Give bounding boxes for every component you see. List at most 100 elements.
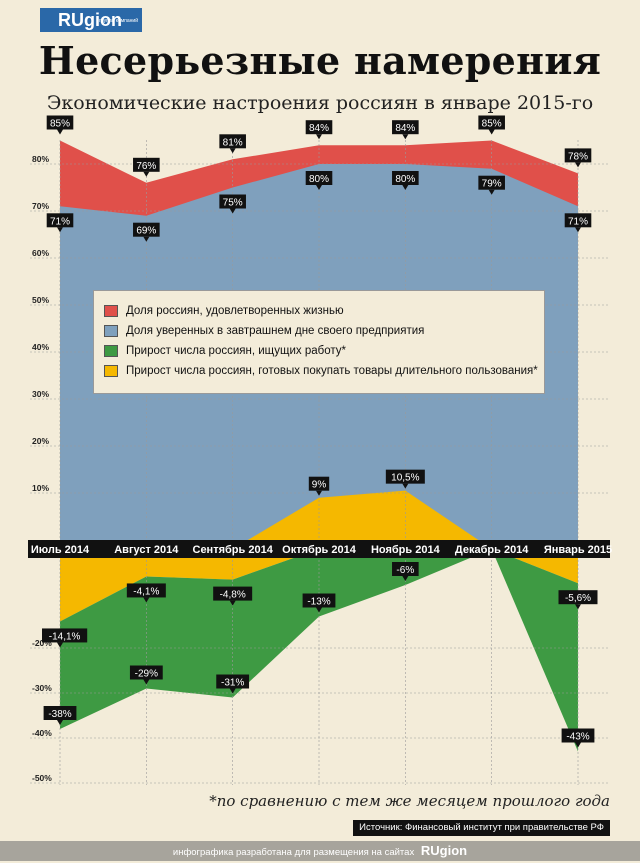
data-label-pointer: [575, 227, 581, 233]
legend-swatch-blue: [104, 325, 118, 337]
data-label: 76%: [136, 161, 156, 172]
data-label: -29%: [135, 669, 158, 680]
data-label-box: [478, 115, 505, 130]
data-label-box: [219, 194, 246, 209]
data-label-box: [564, 213, 592, 228]
y-tick-label: 20%: [32, 436, 49, 446]
data-label-box: [213, 586, 253, 601]
page-title: Несерьезные намерения: [38, 38, 602, 83]
data-label-pointer: [57, 129, 63, 135]
series-area-job-seekers: [60, 549, 578, 752]
data-label-box: [558, 590, 598, 605]
data-label: -38%: [48, 709, 71, 720]
data-label: -4,1%: [133, 586, 159, 597]
data-label-pointer: [57, 720, 63, 725]
x-tick-label: Декабрь 2014: [455, 544, 529, 556]
rugion-logo: RUgion группа компаний: [40, 8, 142, 32]
data-label: 84%: [309, 123, 329, 134]
y-tick-label: 80%: [32, 154, 49, 164]
logo-small-text: группа компаний: [99, 18, 138, 24]
data-label-box: [305, 171, 333, 185]
y-tick-label: 40%: [32, 342, 49, 352]
data-label: -14,1%: [49, 631, 81, 642]
data-label-pointer: [229, 600, 236, 606]
data-label: -6%: [396, 565, 414, 576]
data-label-pointer: [316, 185, 322, 190]
y-tick-label: -30%: [32, 683, 52, 693]
legend-label: Доля россиян, удовлетворенных жизнью: [126, 305, 344, 317]
data-label: 71%: [568, 216, 588, 227]
data-label-pointer: [575, 162, 581, 168]
page-subtitle: Экономические настроения россиян в январ…: [46, 92, 594, 114]
data-label-pointer: [575, 604, 581, 610]
x-axis-band: [28, 540, 610, 558]
y-tick-label: 50%: [32, 295, 49, 305]
data-label: -43%: [566, 732, 589, 743]
data-label-pointer: [143, 597, 150, 603]
source-label: Источник: Финансовый институт при правит…: [353, 820, 610, 836]
data-label-box: [392, 171, 419, 185]
y-tick-label: 30%: [32, 389, 49, 399]
legend-swatch-yellow: [104, 365, 118, 377]
footnote: *по сравнению с тем же месяцем прошлого …: [209, 792, 610, 810]
y-tick-label: 60%: [32, 248, 49, 258]
data-label: 75%: [223, 198, 243, 209]
data-label-pointer: [402, 185, 409, 190]
data-label-box: [385, 469, 425, 484]
data-label-box: [126, 583, 166, 598]
logo-text: RUgion: [58, 10, 122, 30]
data-label-pointer: [57, 642, 63, 648]
series-area-durable-negative: [60, 549, 578, 622]
y-tick-label: -20%: [32, 638, 52, 648]
y-tick-label: 10%: [32, 483, 49, 493]
x-tick-label: Июль 2014: [31, 544, 90, 556]
data-label-box: [42, 628, 88, 643]
data-label-pointer: [488, 189, 495, 195]
data-label-box: [302, 593, 336, 608]
data-label-box: [564, 148, 592, 163]
data-label-pointer: [316, 490, 322, 496]
data-label-box: [129, 665, 163, 680]
data-label: 80%: [309, 174, 329, 185]
bottom-bar: инфографика разработана для размещения н…: [0, 841, 640, 861]
legend-item-job-seekers: Прирост числа россиян, ищущих работу*: [104, 341, 544, 361]
data-label-box: [561, 728, 595, 743]
legend-swatch-green: [104, 345, 118, 357]
data-label: 81%: [223, 137, 243, 148]
data-label: -4,8%: [220, 590, 246, 601]
data-label: -13%: [307, 597, 330, 608]
data-label-box: [133, 157, 160, 172]
data-label: 79%: [482, 179, 502, 190]
data-label-pointer: [575, 742, 581, 748]
x-tick-label: Сентябрь 2014: [193, 544, 274, 556]
data-label: 69%: [136, 226, 156, 237]
legend-item-satisfied: Доля россиян, удовлетворенных жизнью: [104, 301, 544, 321]
legend-label: Прирост числа россиян, ищущих работу*: [126, 345, 346, 357]
data-label-pointer: [143, 679, 150, 685]
data-label-pointer: [229, 148, 236, 154]
data-label: 71%: [50, 216, 70, 227]
data-label-pointer: [402, 576, 409, 581]
data-label-box: [392, 562, 419, 576]
x-tick-label: Октябрь 2014: [282, 544, 357, 556]
data-label-pointer: [316, 607, 322, 613]
data-label-box: [133, 222, 160, 237]
legend-item-confident: Доля уверенных в завтрашнем дне своего п…: [104, 321, 544, 341]
data-label: 9%: [312, 480, 327, 491]
legend-item-durable-goods: Прирост числа россиян, готовых покупать …: [104, 361, 544, 381]
data-label: -5,6%: [565, 593, 591, 604]
data-label-box: [478, 175, 505, 190]
data-label: 80%: [395, 174, 415, 185]
x-tick-label: Январь 2015: [544, 544, 612, 556]
bottom-bar-brand: RUgion: [420, 843, 468, 858]
data-label-box: [305, 120, 333, 135]
bottom-bar-text: инфографика разработана для размещения н…: [172, 847, 415, 858]
y-tick-label: -50%: [32, 773, 52, 783]
data-label-box: [43, 706, 77, 720]
data-label-pointer: [229, 688, 236, 694]
y-tick-label: -40%: [32, 728, 52, 738]
legend-label: Прирост числа россиян, готовых покупать …: [126, 365, 538, 377]
data-label-pointer: [316, 134, 322, 140]
data-label-box: [308, 476, 330, 491]
